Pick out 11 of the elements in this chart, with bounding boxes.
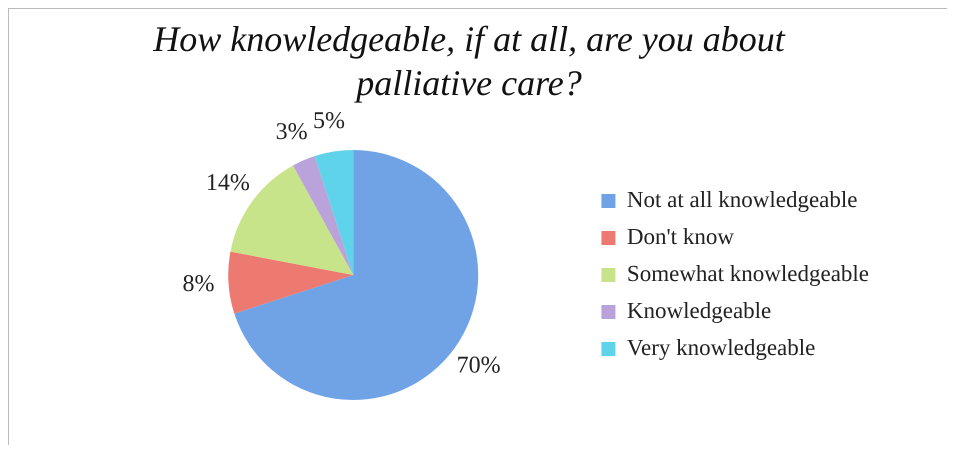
legend-label: Don't know xyxy=(626,224,734,250)
data-label: 5% xyxy=(312,108,345,134)
chart-title: How knowledgeable, if at all, are you about palliative care? xyxy=(152,18,786,105)
legend-label: Knowledgeable xyxy=(626,298,772,324)
legend-label: Very knowledgeable xyxy=(626,335,816,360)
legend-label: Somewhat knowledgeable xyxy=(626,261,870,286)
data-label: 3% xyxy=(276,119,308,146)
data-label: 70% xyxy=(456,352,501,378)
data-label: 14% xyxy=(206,170,250,196)
data-label: 8% xyxy=(182,271,215,298)
legend-label: Not at all knowledgeable xyxy=(626,187,858,212)
